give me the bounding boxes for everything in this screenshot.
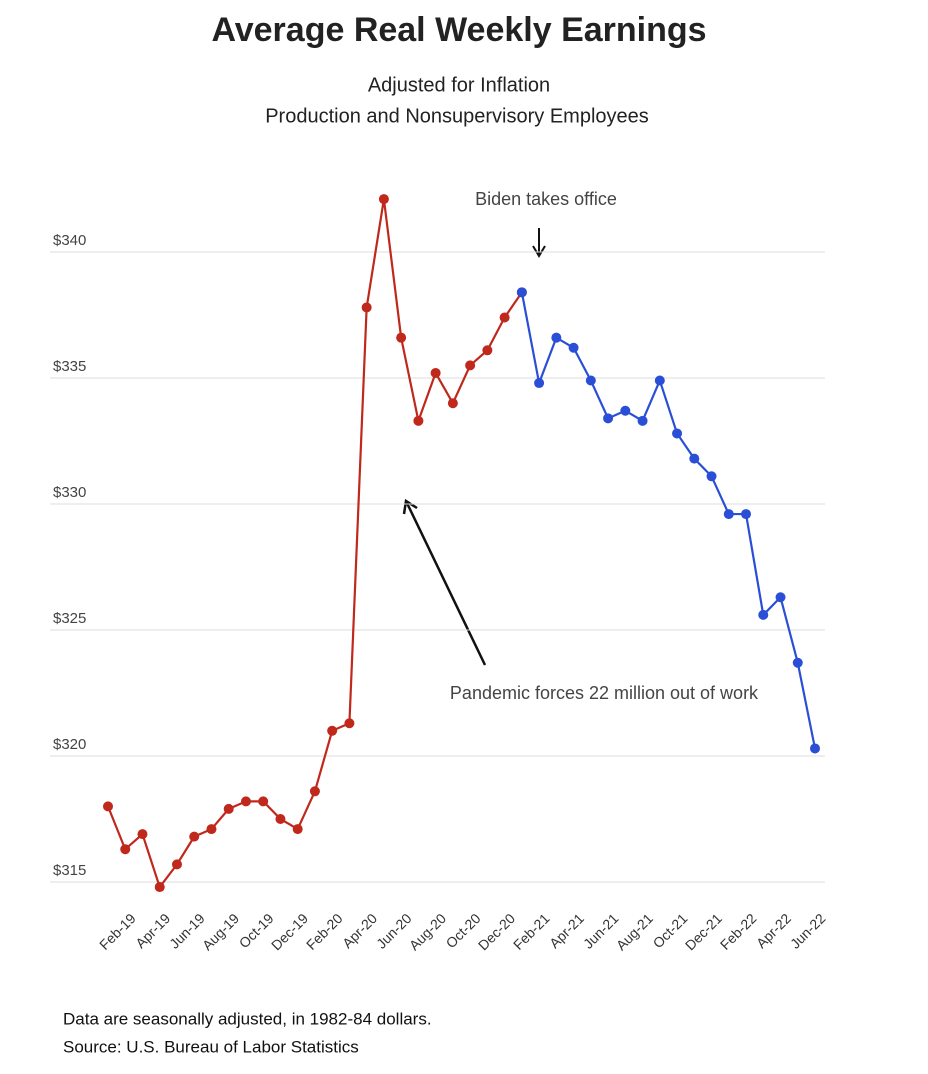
data-point xyxy=(706,471,717,482)
chart-subtitle: Adjusted for Inflation xyxy=(368,74,550,96)
data-point xyxy=(206,824,217,835)
x-tick-label: Feb-20 xyxy=(303,910,346,953)
data-point xyxy=(810,743,820,754)
y-tick-label: $320 xyxy=(53,736,86,753)
data-point xyxy=(792,657,803,668)
chart-title: Average Real Weekly Earnings xyxy=(211,11,706,49)
data-point xyxy=(723,509,734,520)
x-tick-label: Dec-21 xyxy=(682,910,725,953)
data-point xyxy=(258,796,269,807)
footnote: Data are seasonally adjusted, in 1982-84… xyxy=(63,1009,432,1028)
data-point xyxy=(378,194,389,205)
data-point xyxy=(775,592,786,603)
data-point xyxy=(741,509,752,520)
data-point xyxy=(327,725,338,736)
x-tick-label: Feb-21 xyxy=(510,910,553,953)
data-point xyxy=(223,803,234,814)
data-point xyxy=(603,413,614,424)
arrow xyxy=(532,228,546,258)
y-tick-label: $335 xyxy=(53,358,86,375)
y-tick-label: $330 xyxy=(53,484,86,501)
data-point xyxy=(689,453,700,464)
data-point xyxy=(396,332,407,343)
series-line xyxy=(520,292,817,749)
data-point xyxy=(154,882,165,893)
data-point xyxy=(430,367,441,378)
data-point xyxy=(482,345,493,356)
annotation: Pandemic forces 22 million out of work xyxy=(450,683,759,703)
data-point xyxy=(189,831,200,842)
data-point xyxy=(292,824,303,835)
x-tick-label: Dec-19 xyxy=(268,910,311,953)
data-point xyxy=(758,609,769,620)
x-tick-label: Apr-20 xyxy=(339,910,380,951)
x-tick-label: Apr-21 xyxy=(546,910,587,951)
chart-subtitle: Production and Nonsupervisory Employees xyxy=(265,105,649,127)
data-point xyxy=(137,829,148,840)
annotation: Biden takes office xyxy=(475,189,617,209)
x-tick-label: Aug-19 xyxy=(199,910,242,953)
x-tick-label: Feb-19 xyxy=(96,910,139,953)
x-tick-label: Jun-22 xyxy=(787,910,829,952)
x-tick-label: Aug-21 xyxy=(613,910,656,953)
data-point xyxy=(568,342,579,353)
y-tick-label: $340 xyxy=(53,232,86,249)
y-tick-label: $325 xyxy=(53,610,86,627)
data-point xyxy=(499,312,510,323)
x-tick-label: Dec-20 xyxy=(475,910,518,953)
data-point xyxy=(672,428,683,439)
data-point xyxy=(240,796,251,807)
y-tick-label: $315 xyxy=(53,862,86,879)
data-point xyxy=(465,360,476,371)
footnote: Source: U.S. Bureau of Labor Statistics xyxy=(63,1037,359,1056)
x-tick-label: Apr-22 xyxy=(753,910,794,951)
x-tick-label: Feb-22 xyxy=(717,910,760,953)
data-point xyxy=(585,375,596,386)
data-point xyxy=(413,415,424,426)
data-point xyxy=(447,398,458,409)
data-point xyxy=(171,859,182,870)
arrow xyxy=(402,498,487,666)
x-tick-label: Apr-19 xyxy=(132,910,173,951)
data-point xyxy=(551,332,562,343)
data-point xyxy=(534,378,545,389)
data-point xyxy=(654,375,665,386)
data-point xyxy=(516,287,527,298)
x-tick-label: Aug-20 xyxy=(406,910,449,953)
data-point xyxy=(361,302,372,313)
data-point xyxy=(620,405,631,416)
data-point xyxy=(309,786,320,797)
data-point xyxy=(120,844,131,855)
data-point xyxy=(637,415,648,426)
series-line xyxy=(106,198,523,890)
data-point xyxy=(103,801,113,812)
data-point xyxy=(344,718,355,729)
data-point xyxy=(275,814,286,824)
